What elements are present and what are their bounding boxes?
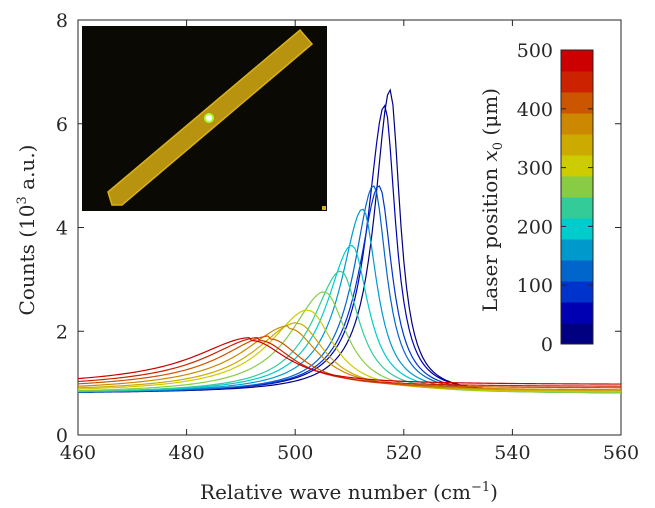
colorbar-label: Laser position x0 (μm): [478, 88, 506, 312]
colorbar-segment: [561, 218, 593, 240]
colorbar-tick-label: 400: [517, 99, 553, 121]
colorbar-segment: [561, 302, 593, 324]
y-tick-label: 0: [56, 425, 68, 447]
colorbar-segment: [561, 92, 593, 114]
x-tick-label: 520: [386, 442, 422, 464]
laser-spot-icon: [204, 113, 214, 123]
series-line-9: [77, 322, 622, 392]
x-tick-label: 500: [277, 442, 313, 464]
x-axis: 460 480 500 520 540 560: [60, 20, 639, 464]
x-tick-label: 460: [60, 442, 96, 464]
colorbar-segment: [561, 71, 593, 93]
y-axis-label: Counts (103 a.u.): [15, 145, 39, 316]
colorbar-tick-label: 200: [517, 216, 553, 238]
y-tick-label: 8: [56, 10, 68, 32]
series-line-10: [77, 325, 622, 391]
colorbar-tick-label: 300: [517, 158, 553, 180]
x-tick-label: 540: [494, 442, 530, 464]
series-group: [77, 88, 622, 394]
series-line-7: [77, 291, 622, 394]
series-line-13: [77, 336, 622, 385]
colorbar-segment: [561, 197, 593, 219]
x-axis-label: Relative wave number (cm−1): [200, 480, 498, 504]
colorbar-segment: [561, 176, 593, 198]
colorbar-segment: [561, 323, 593, 345]
colorbar-segment: [561, 113, 593, 135]
colorbar-segment: [561, 239, 593, 261]
colorbar-segment: [561, 281, 593, 303]
x-tick-label: 560: [603, 442, 639, 464]
y-axis: 0 2 4 6 8: [56, 10, 621, 447]
colorbar-tick-label: 500: [517, 40, 553, 62]
x-tick-label: 480: [168, 442, 204, 464]
series-line-8: [77, 309, 622, 393]
colorbar-segment: [561, 50, 593, 72]
colorbar-segment: [561, 260, 593, 282]
series-line-12: [77, 336, 622, 387]
colorbar-segment: [561, 155, 593, 177]
inset-image: [82, 26, 327, 211]
colorbar-tick-label: 100: [517, 275, 553, 297]
y-tick-label: 6: [56, 114, 68, 136]
colorbar-segment: [561, 134, 593, 156]
colorbar-tick-label: 0: [541, 334, 553, 356]
colorbar: 0 100 200 300 400 500: [517, 40, 594, 356]
colorbar-frame: [560, 49, 594, 345]
y-tick-label: 2: [56, 321, 68, 343]
y-tick-label: 4: [56, 218, 68, 240]
